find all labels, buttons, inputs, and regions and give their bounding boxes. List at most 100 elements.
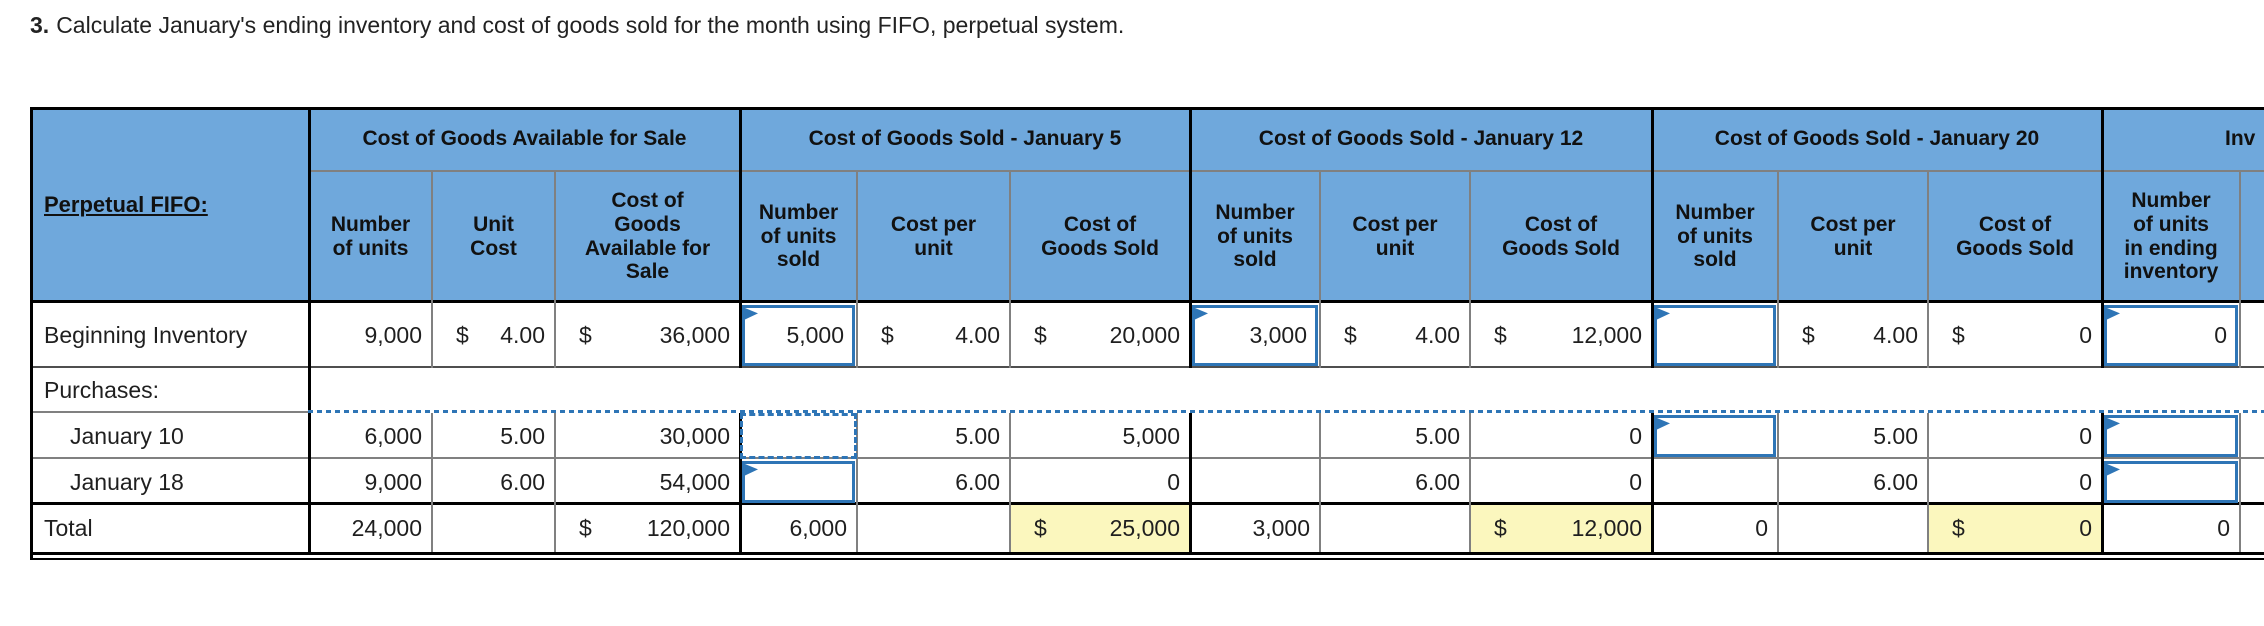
cell-value: 4.00	[500, 322, 545, 348]
cell-beginning-inventory-cgafs_unit_cost: $4.00	[432, 303, 555, 368]
table-top-border	[30, 107, 2264, 110]
input-cell-january-10-j20_units_sold[interactable]	[1654, 415, 1776, 457]
cell-value: 9,000	[364, 468, 422, 495]
input-cell-january-18-ending_units[interactable]	[2104, 461, 2238, 503]
input-cell-beginning-inventory-j12_units_sold[interactable]: 3,000	[1192, 305, 1318, 366]
column-header-cgafs_total: Cost of Goods Available for Sale	[555, 170, 740, 303]
column-header-j5_cogs: Cost of Goods Sold	[1010, 170, 1190, 303]
group-header-cogs_january_20-text: Cost of Goods Sold - January 20	[1714, 126, 2040, 150]
cell-beginning-inventory-j20_cost_per_unit: $4.00	[1778, 303, 1928, 368]
grid-line	[2239, 170, 2241, 368]
group-header-goods_available_for_sale-text: Cost of Goods Available for Sale	[362, 126, 687, 150]
grid-line	[1469, 170, 1471, 368]
input-cell-beginning-inventory-ending_units[interactable]: 0	[2104, 305, 2238, 366]
cell-beginning-inventory-j20_cogs: $0	[1928, 303, 2102, 368]
input-value: 0	[2214, 322, 2227, 348]
dollar-sign: $	[1034, 322, 1047, 348]
grid-line	[1777, 413, 1779, 552]
cell-value: 36,000	[659, 322, 730, 348]
column-header-cgafs_total-text: Cost of Goods Available for Sale	[584, 188, 711, 284]
cell-january-10-j5_cost_per_unit: 5.00	[857, 413, 1010, 459]
group-header-goods_available_for_sale: Cost of Goods Available for Sale	[309, 107, 740, 170]
cell-beginning-inventory-cgafs_units: 9,000	[309, 303, 432, 368]
total-top-border	[30, 502, 2264, 505]
dollar-sign: $	[881, 322, 894, 348]
cell-value: 24,000	[351, 515, 422, 541]
cell-value: 6.00	[955, 468, 1000, 495]
group-header-cogs_january_5: Cost of Goods Sold - January 5	[740, 107, 1190, 170]
cell-value: 0	[2079, 322, 2092, 348]
cell-january-10-j12_cogs: 0	[1470, 413, 1652, 459]
grid-line	[30, 457, 2264, 459]
grid-line	[431, 170, 433, 368]
cell-january-18-j20_cost_per_unit: 6.00	[1778, 459, 1928, 505]
dollar-sign: $	[579, 322, 592, 348]
cell-value: 0	[1629, 422, 1642, 449]
input-value: 5,000	[786, 322, 844, 348]
input-flag-icon	[745, 464, 758, 476]
cell-beginning-inventory-cgafs_total: $36,000	[555, 303, 740, 368]
cell-january-18-j12_cogs: 0	[1470, 459, 1652, 505]
grid-line	[1009, 170, 1011, 368]
column-header-j5_cost_per_unit: Cost per unit	[857, 170, 1010, 303]
input-cell-beginning-inventory-j20_units_sold[interactable]	[1654, 305, 1776, 366]
row-label-january-10-text: January 10	[70, 422, 184, 449]
cell-value: 5.00	[1415, 422, 1460, 449]
column-header-j20_cost_per_unit-text: Cost per unit	[1810, 212, 1896, 260]
cell-total-cgafs_units: 24,000	[309, 505, 432, 552]
group-header-inventory-text: Inv	[2225, 126, 2256, 150]
grid-line	[1319, 413, 1321, 552]
cell-value: 6.00	[500, 468, 545, 495]
grid-line	[1009, 413, 1011, 552]
group-divider	[2101, 107, 2104, 368]
column-header-j12_units_sold-text: Number of units sold	[1215, 200, 1295, 272]
column-header-cgafs_units-text: Number of units	[330, 212, 411, 260]
cell-beginning-inventory-j5_cogs: $20,000	[1010, 303, 1190, 368]
dollar-sign: $	[579, 515, 592, 541]
cell-january-18-j20_cogs: 0	[1928, 459, 2102, 505]
cell-value: 0	[1755, 515, 1768, 541]
column-divider-black	[308, 107, 311, 552]
cell-value: 3,000	[1252, 515, 1310, 541]
group-divider	[1189, 413, 1192, 552]
input-flag-icon	[2107, 418, 2120, 430]
cell-value: 6.00	[1415, 468, 1460, 495]
cell-beginning-inventory-j12_cost_per_unit: $4.00	[1320, 303, 1470, 368]
grid-line	[1927, 413, 1929, 552]
corner-cell: Perpetual FIFO:	[30, 107, 309, 303]
grid-line	[1469, 413, 1471, 552]
dollar-sign: $	[1802, 322, 1815, 348]
group-header-cogs_january_20: Cost of Goods Sold - January 20	[1652, 107, 2102, 170]
cell-total-j20_cost_per_unit	[1778, 505, 1928, 552]
input-cell-january-18-j5_units_sold[interactable]	[742, 461, 855, 503]
input-cell-beginning-inventory-j5_units_sold[interactable]: 5,000	[742, 305, 855, 366]
grid-line	[1777, 170, 1779, 368]
cell-value: 5.00	[955, 422, 1000, 449]
selection-marching-ants	[308, 410, 2264, 413]
dollar-sign: $	[1494, 322, 1507, 348]
group-divider	[1651, 107, 1654, 368]
group-header-cogs_january_12-text: Cost of Goods Sold - January 12	[1258, 126, 1584, 150]
cell-total-j5_units_sold: 6,000	[740, 505, 857, 552]
cell-beginning-inventory-j12_cogs: $12,000	[1470, 303, 1652, 368]
active-cell-january-10-j5_units_sold[interactable]	[740, 413, 857, 459]
group-header-cogs_january_5-text: Cost of Goods Sold - January 5	[808, 126, 1122, 150]
column-header-cgafs_unit_cost-text: Unit Cost	[470, 212, 517, 260]
cell-value: 0	[2217, 515, 2230, 541]
group-header-cogs_january_12: Cost of Goods Sold - January 12	[1190, 107, 1652, 170]
column-header-j12_cost_per_unit: Cost per unit	[1320, 170, 1470, 303]
grid-line	[308, 170, 2264, 172]
cell-value: 4.00	[1415, 322, 1460, 348]
column-header-j20_units_sold-text: Number of units sold	[1675, 200, 1755, 272]
input-cell-january-10-ending_units[interactable]	[2104, 415, 2238, 457]
cell-total-j20_cogs: $0	[1928, 505, 2102, 552]
cell-january-10-j12_cost_per_unit: 5.00	[1320, 413, 1470, 459]
question-number: 3.	[30, 12, 50, 38]
cell-total-cgafs_total: $120,000	[555, 505, 740, 552]
page-title: 3. Calculate January's ending inventory a…	[30, 8, 1124, 42]
cell-value: 20,000	[1109, 322, 1180, 348]
group-divider	[739, 413, 742, 552]
dollar-sign: $	[456, 322, 469, 348]
corner-cell-text: Perpetual FIFO:	[44, 192, 208, 217]
